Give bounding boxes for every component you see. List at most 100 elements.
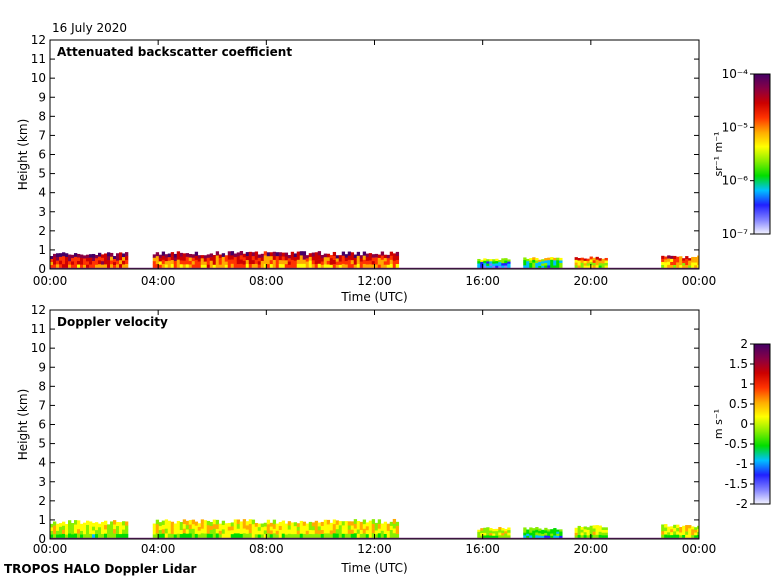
data-cell — [395, 529, 400, 535]
data-cell — [365, 253, 370, 258]
data-segment — [477, 527, 511, 539]
data-cell — [305, 523, 310, 528]
data-cell — [248, 251, 253, 257]
data-cell — [161, 263, 166, 269]
data-cell — [203, 258, 208, 262]
data-cell — [529, 532, 533, 536]
data-cell — [284, 527, 289, 532]
data-cell — [56, 527, 60, 532]
data-cell — [598, 260, 602, 264]
data-cell — [553, 533, 557, 536]
data-cell — [676, 256, 680, 260]
data-cell — [233, 253, 238, 258]
data-cell — [661, 524, 665, 529]
colorbar-tick-label: 10⁻⁶ — [722, 174, 749, 188]
data-cell — [383, 254, 388, 259]
data-cell — [254, 534, 259, 539]
data-cell — [122, 260, 126, 265]
data-cell — [392, 264, 397, 269]
data-cell — [556, 262, 560, 266]
data-cell — [538, 528, 542, 532]
data-cell — [688, 531, 692, 536]
data-cell — [604, 257, 608, 261]
data-cell — [661, 255, 665, 260]
data-cell — [248, 523, 253, 529]
data-cell — [296, 523, 301, 528]
data-cell — [239, 525, 244, 531]
data-cell — [535, 263, 539, 266]
data-cell — [194, 521, 199, 527]
data-cell — [574, 527, 578, 531]
data-cell — [341, 263, 346, 269]
data-cell — [694, 535, 698, 539]
data-cell — [341, 521, 346, 526]
y-tick-label: 7 — [38, 128, 46, 142]
data-cell — [176, 533, 181, 539]
data-cell — [480, 259, 484, 263]
data-cell — [335, 524, 340, 530]
colorbar-unit-label: m s⁻¹ — [712, 409, 725, 439]
data-cell — [95, 530, 99, 535]
data-cell — [667, 529, 671, 533]
data-cell — [483, 265, 487, 269]
data-cell — [203, 264, 208, 269]
data-cell — [197, 255, 202, 259]
panel-title: Doppler velocity — [57, 315, 168, 329]
x-tick-label: 08:00 — [249, 274, 284, 288]
data-cell — [287, 264, 292, 269]
data-cell — [206, 261, 211, 265]
data-cell — [664, 524, 668, 528]
data-cell — [191, 533, 196, 539]
data-cell — [547, 265, 551, 269]
data-cell — [526, 265, 530, 269]
data-cell — [365, 264, 370, 269]
data-cell — [281, 524, 286, 530]
data-cell — [685, 528, 689, 532]
data-cell — [559, 535, 563, 539]
data-cell — [122, 521, 126, 526]
data-cell — [374, 534, 379, 539]
data-cell — [574, 535, 578, 539]
data-cell — [209, 253, 214, 258]
data-cell — [194, 533, 199, 539]
data-cell — [538, 259, 542, 263]
data-cell — [544, 265, 548, 269]
data-cell — [495, 528, 499, 532]
data-cell — [230, 255, 235, 260]
data-cell — [290, 530, 295, 535]
data-cell — [236, 264, 241, 269]
data-cell — [347, 521, 352, 526]
data-cell — [601, 535, 605, 539]
colorbar-tick-label: 10⁻⁵ — [722, 120, 749, 134]
data-cell — [86, 261, 90, 266]
y-tick-label: 4 — [38, 186, 46, 200]
data-cell — [667, 526, 671, 530]
data-cell — [212, 524, 217, 530]
data-cell — [501, 533, 505, 536]
data-cell — [185, 533, 190, 539]
data-cell — [170, 525, 175, 531]
data-cell — [526, 531, 530, 535]
data-cell — [501, 528, 505, 531]
data-cell — [65, 260, 69, 265]
data-cell — [56, 530, 60, 535]
data-cell — [504, 535, 508, 539]
data-cell — [263, 526, 268, 531]
data-cell — [380, 259, 385, 265]
data-cell — [125, 260, 129, 265]
data-cell — [604, 527, 608, 531]
data-cell — [589, 528, 593, 533]
data-cell — [278, 525, 283, 531]
data-cell — [251, 256, 256, 261]
data-cell — [489, 261, 493, 264]
data-cell — [236, 524, 241, 530]
data-cell — [113, 524, 117, 530]
data-cell — [176, 251, 181, 256]
data-cell — [353, 528, 358, 534]
data-cell — [595, 259, 599, 263]
colorbar-tick-label: -1.5 — [725, 477, 748, 491]
data-cell — [221, 520, 226, 526]
y-tick-label: 10 — [31, 341, 46, 355]
data-cell — [553, 528, 557, 531]
data-cell — [535, 257, 539, 261]
